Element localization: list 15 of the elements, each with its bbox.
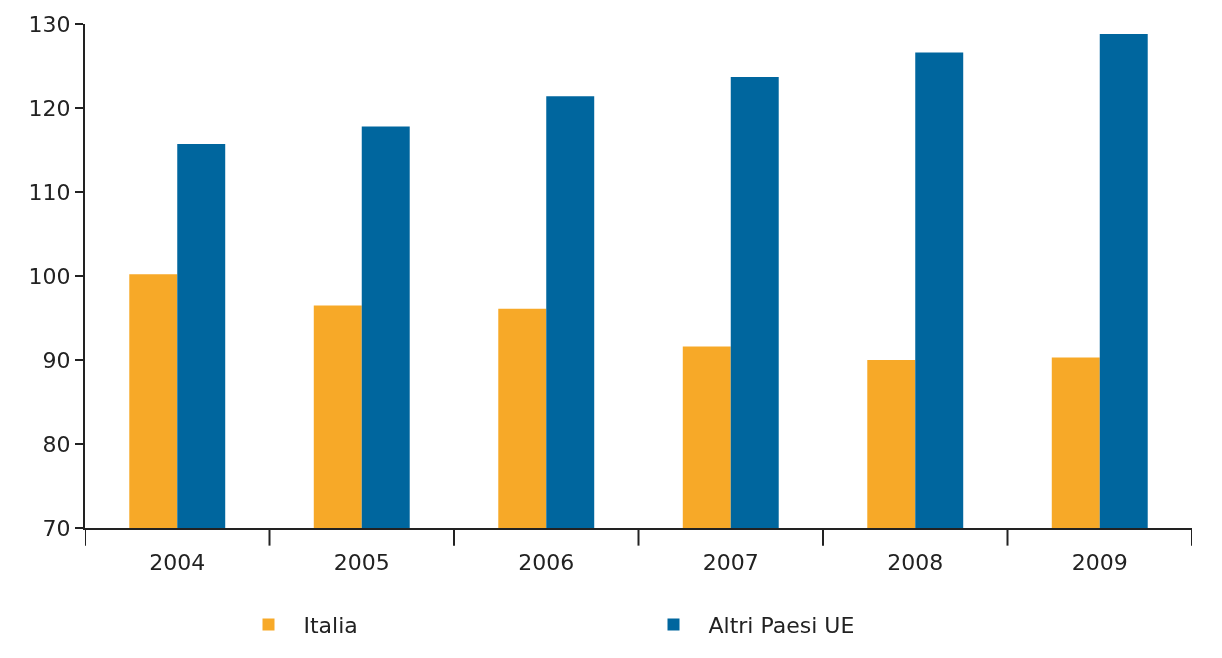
x-tick-label: 2004: [149, 550, 206, 576]
x-tick-label: 2005: [333, 550, 390, 576]
y-tick-label: 120: [28, 95, 71, 121]
x-tick-label: 2007: [702, 550, 759, 576]
x-tick-label: 2006: [518, 550, 575, 576]
y-tick-label: 130: [28, 11, 71, 37]
y-tick-label: 80: [42, 431, 71, 457]
legend-label: Altri Paesi UE: [708, 612, 855, 638]
x-tick-label: 2008: [887, 550, 944, 576]
legend-label: Italia: [303, 612, 358, 638]
y-tick-label: 110: [28, 179, 71, 205]
y-tick-label: 70: [42, 515, 71, 541]
y-tick-label: 90: [42, 347, 71, 373]
y-tick-label: 100: [28, 263, 71, 289]
x-tick-label: 2009: [1071, 550, 1128, 576]
